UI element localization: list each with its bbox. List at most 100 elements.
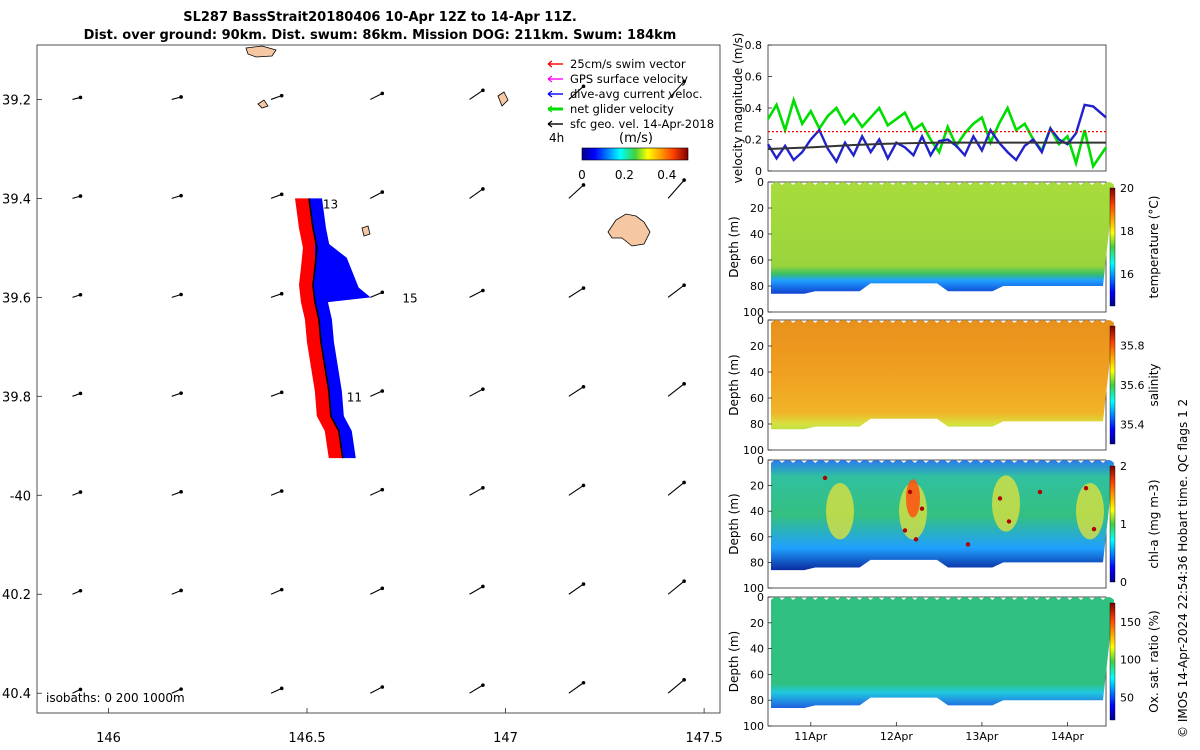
sfc-geo-vector-head xyxy=(179,687,183,691)
figure-title-line2: Dist. over ground: 90km. Dist. swum: 86k… xyxy=(83,28,677,43)
section-y-tick-label: 20 xyxy=(750,617,764,630)
sfc-geo-vector-head xyxy=(380,586,385,591)
chl-high-point xyxy=(1037,489,1043,495)
map-x-tick-label: 147.5 xyxy=(686,731,723,746)
glider-track xyxy=(308,198,344,459)
section-y-tick-label: 60 xyxy=(750,531,764,544)
section-x-tick-label: 14Apr xyxy=(1051,730,1085,743)
isobaths-label: isobaths: 0 200 1000m xyxy=(46,691,185,705)
sfc-geo-vector-head xyxy=(581,384,586,389)
sfc-geo-vector xyxy=(469,388,484,397)
sfc-geo-vector xyxy=(568,184,584,199)
sfc-geo-vector-head xyxy=(78,194,83,198)
section-y-tick-label: 0 xyxy=(757,314,764,327)
section-y-tick-label: 40 xyxy=(750,228,764,241)
sfc-geo-vector xyxy=(370,291,383,298)
track-day-label: 11 xyxy=(347,390,362,404)
sfc-geo-vector xyxy=(469,586,484,595)
sfc-geo-vector-head xyxy=(380,190,385,194)
legend-arrowhead xyxy=(547,90,553,98)
section-colorbar-tick-label: 100 xyxy=(1120,654,1141,667)
legend-label: net glider velocity xyxy=(570,102,674,116)
section-y-tick-label: 100 xyxy=(743,720,764,733)
section-y-tick-label: 0 xyxy=(757,454,764,467)
sfc-geo-vector xyxy=(370,587,383,595)
sfc-geo-vector xyxy=(469,684,484,694)
sfc-geo-vector xyxy=(270,293,282,298)
sfc-geo-vector-head xyxy=(279,587,284,592)
copyright-note: © IMOS 14-Apr-2024 22:54:36 Hobart time.… xyxy=(1176,398,1190,738)
legend-label: GPS surface velocity xyxy=(570,72,688,86)
legend-label: dive-avg current veloc. xyxy=(570,87,703,101)
chl-high-point xyxy=(913,537,919,542)
velocity-ylabel: velocity magnitude (m/s) xyxy=(731,33,745,184)
sfc-geo-vector xyxy=(370,92,383,100)
sfc-geo-vector-head xyxy=(179,588,183,593)
section-x-tick-label: 12Apr xyxy=(880,730,914,743)
swim-vector-swath xyxy=(295,198,343,459)
sfc-geo-vector-head xyxy=(179,490,183,494)
sfc-geo-vector-head xyxy=(279,192,284,197)
sfc-geo-vector-head xyxy=(682,678,686,682)
section-y-tick-label: 40 xyxy=(750,643,764,656)
sfc-geo-vector xyxy=(568,287,584,298)
sfc-geo-vector-head xyxy=(78,588,83,593)
sfc-geo-vector-head xyxy=(581,286,586,290)
chl-high-point xyxy=(1083,485,1089,491)
colorbar-tick-label: 0 xyxy=(578,168,586,182)
section-colorbar-label: chl-a (mg m-3) xyxy=(1147,479,1161,568)
sfc-geo-vector xyxy=(270,193,282,199)
section-y-tick-label: 60 xyxy=(750,254,764,267)
sfc-geo-vector xyxy=(270,589,282,595)
section-y-tick-label: 80 xyxy=(750,280,764,293)
chl-bloom xyxy=(992,475,1020,532)
sfc-geo-vector-head xyxy=(682,579,686,583)
sfc-geo-vector-head xyxy=(279,390,284,395)
section-x-tick-label: 13Apr xyxy=(965,730,999,743)
section-colorbar xyxy=(1109,465,1116,583)
map-y-tick-label: -40 xyxy=(10,489,31,504)
section-y-tick-label: 40 xyxy=(750,366,764,379)
section-colorbar xyxy=(1109,325,1116,445)
legend-label: 25cm/s swim vector xyxy=(570,57,686,71)
velocity-y-tick-label: 0.2 xyxy=(745,134,763,147)
section-colorbar-tick-label: 0 xyxy=(1120,576,1127,589)
sfc-geo-vector-head xyxy=(581,680,586,685)
map-y-tick-label: 40.4 xyxy=(2,687,31,702)
velocity-y-tick-label: 0.8 xyxy=(745,39,763,52)
chl-bloom xyxy=(826,483,854,540)
sfc-geo-vector-head xyxy=(78,687,83,692)
legend-arrowhead xyxy=(547,105,553,113)
land-patch xyxy=(361,225,371,237)
dive-avg-lobe xyxy=(314,233,371,303)
sfc-geo-vector xyxy=(370,489,383,496)
map-y-tick-label: 39.6 xyxy=(2,291,31,306)
sfc-geo-vector-head xyxy=(380,91,385,96)
section-y-tick-label: 40 xyxy=(750,505,764,518)
sfc-geo-vector xyxy=(667,284,685,298)
land-patch xyxy=(245,45,277,58)
sfc-geo-vector xyxy=(568,85,584,100)
section-colorbar-label: Ox. sat. ratio (%) xyxy=(1147,610,1161,712)
map-y-tick-label: 39.4 xyxy=(2,192,31,207)
sfc-geo-vector-head xyxy=(481,288,485,293)
land-patch xyxy=(607,213,651,247)
section-y-tick-label: 0 xyxy=(757,176,764,189)
sfc-geo-vector xyxy=(667,482,685,496)
sfc-geo-vector xyxy=(469,188,484,199)
sfc-geo-vector xyxy=(667,81,685,100)
section-y-tick-label: 0 xyxy=(757,591,764,604)
legend-arrowhead xyxy=(547,120,553,128)
chl-high-point xyxy=(822,475,828,481)
chl-high-point xyxy=(1006,519,1012,524)
section-y-tick-label: 100 xyxy=(743,306,764,319)
section-heatmap xyxy=(771,597,1115,708)
section-colorbar-tick-label: 18 xyxy=(1120,225,1134,238)
colorbar-tick-label: 0.2 xyxy=(615,168,634,182)
sfc-geo-vector xyxy=(469,89,484,100)
track-day-label: 13 xyxy=(323,197,338,211)
sfc-geo-vector-head xyxy=(380,389,385,393)
sfc-geo-vector-head xyxy=(179,292,183,297)
section-y-tick-label: 20 xyxy=(750,202,764,215)
